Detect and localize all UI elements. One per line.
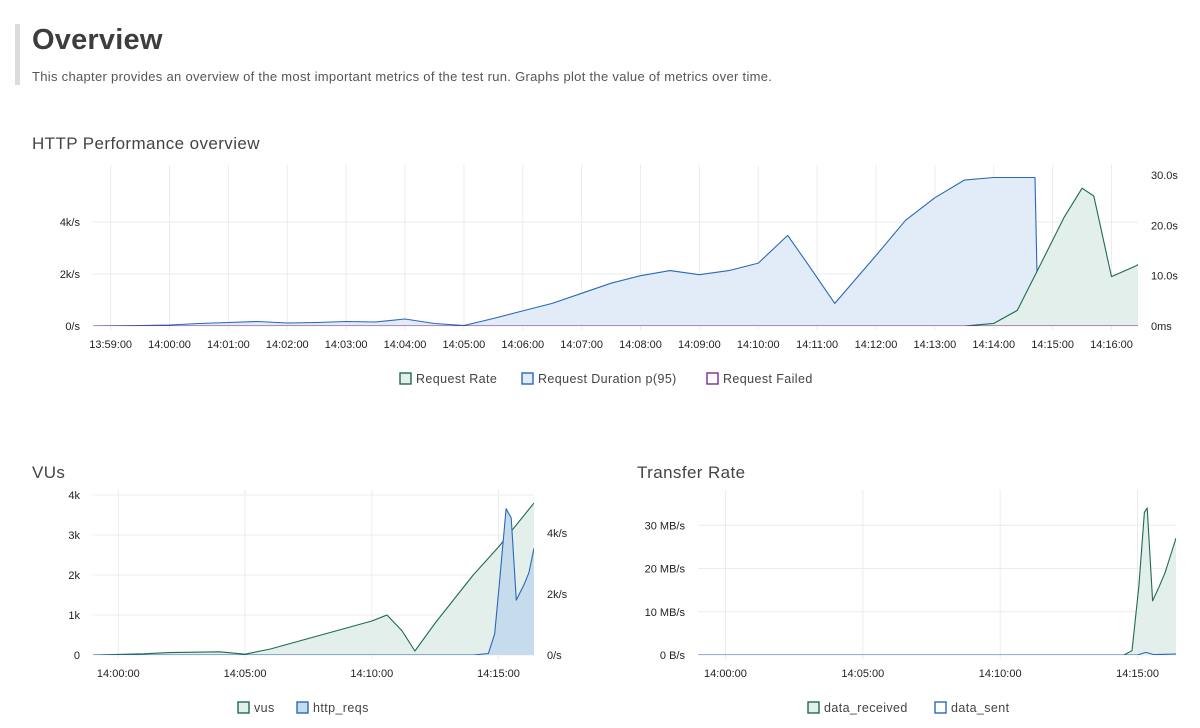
transfer-y-left-tick-label: 10 MB/s xyxy=(645,607,686,619)
overview-accent-bar xyxy=(15,24,20,85)
vus-y-left-tick-label: 1k xyxy=(68,610,80,622)
http-chart-title: HTTP Performance overview xyxy=(32,134,260,153)
transfer-x-tick-label: 14:00:00 xyxy=(704,668,747,680)
data-received-line xyxy=(698,507,1176,655)
request-rate-line xyxy=(93,187,1138,326)
http-x-tick-label: 14:12:00 xyxy=(855,339,898,351)
vus-x-tick-label: 14:00:00 xyxy=(97,668,140,680)
http-x-tick-label: 14:15:00 xyxy=(1031,339,1074,351)
http-y-right-tick-label: 30.0s xyxy=(1151,170,1178,182)
http-y-left-tick-label: 2k/s xyxy=(60,269,81,281)
vus-y-right-tick-label: 0/s xyxy=(547,650,562,662)
legend-item-request-rate: Request Rate xyxy=(399,372,497,386)
vus-y-left-tick-label: 2k xyxy=(68,570,80,582)
request-rate-area xyxy=(93,188,1138,326)
transfer-x-tick-label: 14:10:00 xyxy=(979,668,1022,680)
http-chart: 13:59:00 14:00:00 14:01:00 14:02:00 14:03:00… xyxy=(60,165,1178,386)
http-x-tick-label: 14:16:00 xyxy=(1090,339,1133,351)
vus-y-right-tick-label: 2k/s xyxy=(547,589,568,601)
http-x-tick-label: 14:00:00 xyxy=(148,339,191,351)
vus-chart-title: VUs xyxy=(32,463,66,482)
transfer-y-left-tick-label: 30 MB/s xyxy=(645,520,686,532)
legend-label: Request Rate xyxy=(416,372,497,386)
page-title: Overview xyxy=(32,24,163,56)
legend-item-data-received: data_received xyxy=(807,701,908,715)
http-x-tick-label: 14:13:00 xyxy=(913,339,956,351)
transfer-y-left-tick-label: 20 MB/s xyxy=(645,564,686,576)
legend-swatch xyxy=(237,701,250,714)
legend-label: vus xyxy=(254,701,275,715)
transfer-chart-title: Transfer Rate xyxy=(637,463,746,482)
http-x-tick-label: 14:06:00 xyxy=(501,339,544,351)
http-x-tick-label: 14:02:00 xyxy=(266,339,309,351)
request-duration-p-95-line xyxy=(93,176,1138,326)
legend-swatch xyxy=(521,372,534,385)
http-reqs-line xyxy=(93,508,534,655)
transfer-chart: 14:00:00 14:05:00 14:10:00 14:15:00 0 B/s 10 … xyxy=(645,490,1176,715)
http-x-tick-label: 14:05:00 xyxy=(442,339,485,351)
http-x-tick-label: 14:09:00 xyxy=(678,339,721,351)
transfer-y-left-tick-label: 0 B/s xyxy=(660,650,686,662)
http-x-tick-label: 14:11:00 xyxy=(796,339,838,351)
vus-x-tick-label: 14:05:00 xyxy=(224,668,267,680)
legend-swatch xyxy=(706,372,719,385)
transfer-x-tick-label: 14:15:00 xyxy=(1116,668,1159,680)
http-x-tick-label: 14:07:00 xyxy=(560,339,603,351)
http-y-left-tick-label: 4k/s xyxy=(60,217,81,229)
http-y-right-tick-label: 10.0s xyxy=(1151,271,1178,283)
legend-item-http-reqs: http_reqs xyxy=(296,701,369,715)
legend-item-request-failed: Request Failed xyxy=(706,372,813,386)
legend-label: Request Failed xyxy=(723,372,813,386)
page-description: This chapter provides an overview of the… xyxy=(32,69,773,84)
legend-item-request-duration-p-95: Request Duration p(95) xyxy=(521,372,677,386)
legend-swatch xyxy=(934,701,947,714)
legend-swatch xyxy=(807,701,820,714)
http-x-tick-label: 14:10:00 xyxy=(737,339,780,351)
vus-y-right-tick-label: 4k/s xyxy=(547,528,568,540)
legend-label: data_sent xyxy=(951,701,1010,715)
vus-y-left-tick-label: 4k xyxy=(68,490,80,502)
legend-label: http_reqs xyxy=(313,701,369,715)
legend-label: Request Duration p(95) xyxy=(538,372,677,386)
http-x-tick-label: 14:03:00 xyxy=(325,339,368,351)
http-y-right-tick-label: 20.0s xyxy=(1151,220,1178,232)
vus-chart: 14:00:00 14:05:00 14:10:00 14:15:00 0 1k 2k 3k 4… xyxy=(68,490,568,715)
legend-item-vus: vus xyxy=(237,701,275,715)
data-received-area xyxy=(698,508,1176,655)
http-y-right-tick-label: 0ms xyxy=(1151,321,1172,333)
legend-swatch xyxy=(296,701,309,714)
vus-x-tick-label: 14:15:00 xyxy=(477,668,520,680)
http-x-tick-label: 14:01:00 xyxy=(207,339,250,351)
http-x-tick-label: 14:14:00 xyxy=(972,339,1015,351)
request-duration-p-95-area xyxy=(93,177,1138,326)
http-y-left-tick-label: 0/s xyxy=(65,321,80,333)
vus-x-tick-label: 14:10:00 xyxy=(350,668,393,680)
vus-y-left-tick-label: 0 xyxy=(74,650,80,662)
transfer-x-tick-label: 14:05:00 xyxy=(841,668,884,680)
vus-line xyxy=(93,502,534,655)
vus-y-left-tick-label: 3k xyxy=(68,530,80,542)
http-x-tick-label: 13:59:00 xyxy=(89,339,132,351)
legend-item-data-sent: data_sent xyxy=(934,701,1010,715)
http-x-tick-label: 14:08:00 xyxy=(619,339,662,351)
http-x-tick-label: 14:04:00 xyxy=(384,339,427,351)
legend-swatch xyxy=(399,372,412,385)
legend-label: data_received xyxy=(824,701,908,715)
vus-area xyxy=(93,503,534,655)
data-sent-line xyxy=(698,651,1176,655)
